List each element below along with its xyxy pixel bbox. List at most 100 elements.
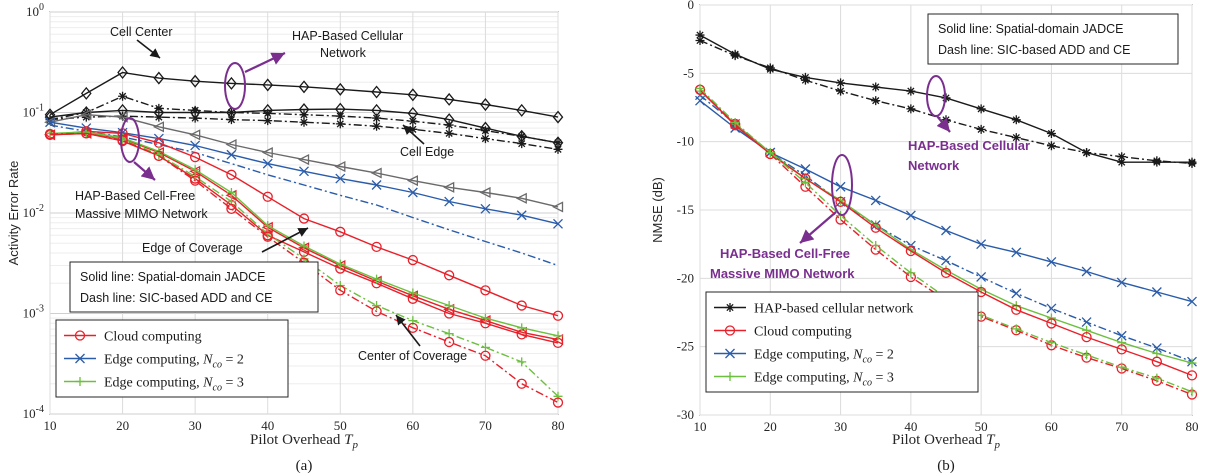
data-point (941, 255, 951, 266)
arrow-cell-edge (402, 124, 425, 145)
ellipse-hap-cellfree-b (831, 154, 853, 216)
data-point (1046, 128, 1056, 138)
x-tick-label: 60 (1045, 419, 1058, 434)
data-point (1187, 296, 1197, 307)
panel-a: 10-4 10-3 10-2 10-1 100 10 20 30 40 50 60 70 80 Pilo… (6, 2, 565, 474)
legend-box (705, 291, 979, 393)
note-a-line-2: Dash line: SIC-based ADD and CE (80, 291, 272, 305)
ellipse-hap-cellfree-a (120, 117, 140, 163)
data-point (480, 126, 490, 136)
data-point (871, 96, 881, 106)
data-point (1152, 373, 1162, 383)
data-point (226, 203, 237, 214)
annotation-hap-cellular-a-2: Network (320, 46, 367, 60)
data-point (1116, 330, 1127, 341)
data-point (906, 86, 916, 96)
data-point (1011, 115, 1021, 125)
annotation-cell-edge: Cell Edge (400, 145, 454, 159)
data-point (81, 128, 91, 138)
x-tick-label: 70 (1115, 419, 1128, 434)
data-point (154, 103, 164, 113)
x-tick-label: 30 (189, 418, 202, 433)
data-point (517, 139, 527, 149)
data-point (906, 268, 916, 278)
data-point (905, 210, 916, 221)
data-point (81, 128, 92, 139)
data-point (190, 140, 201, 151)
y-tick-label: 10-2 (23, 203, 44, 220)
data-point (552, 201, 564, 213)
x-tick-label: 10 (44, 418, 57, 433)
panel-a-caption: (a) (296, 458, 313, 474)
legend-label: Edge computing, Nco = 2 (104, 353, 244, 371)
data-point (836, 86, 846, 96)
data-point (765, 63, 775, 73)
data-point (976, 272, 987, 282)
x-tick-label: 70 (479, 418, 492, 433)
data-point (1011, 133, 1021, 143)
data-point (1152, 349, 1162, 358)
data-point (334, 160, 346, 173)
data-point (940, 267, 952, 279)
data-point (443, 270, 455, 281)
data-point (800, 178, 810, 188)
data-point (372, 121, 382, 131)
data-point (190, 105, 200, 115)
y-tick-label: 10-4 (23, 404, 44, 421)
note-b-line-2: Dash line: SIC-based ADD and CE (938, 43, 1130, 57)
data-point (408, 288, 418, 298)
annotation-hap-cellfree-a-2: Massive MIMO Network (75, 207, 208, 221)
series-line (49, 124, 559, 267)
data-point (371, 103, 382, 117)
data-point (1082, 325, 1092, 335)
note-box-b (927, 13, 1179, 65)
data-point (299, 117, 309, 127)
data-point (371, 306, 382, 317)
data-point (1046, 256, 1057, 267)
panel-a-xlabel: Pilot Overhead Tp (250, 432, 359, 451)
data-point (335, 173, 346, 184)
data-point (1117, 152, 1127, 162)
series-line (49, 71, 559, 118)
arrow-edge-of-coverage (261, 227, 309, 253)
legend-label: Edge computing, Nco = 2 (754, 348, 894, 366)
data-point (1151, 287, 1162, 297)
legend-marker (74, 330, 86, 341)
data-point (153, 150, 165, 162)
data-point (298, 213, 310, 224)
annotation-hap-cellular-b-2: Network (908, 158, 960, 173)
data-point (1117, 157, 1127, 167)
data-point (480, 98, 491, 112)
data-point (371, 180, 382, 190)
data-point (299, 241, 309, 251)
data-point (371, 85, 382, 99)
data-point (1186, 370, 1198, 381)
data-point (407, 187, 418, 198)
data-point (553, 391, 563, 401)
data-point (941, 93, 951, 103)
x-tick-label: 60 (406, 418, 419, 433)
data-point (516, 378, 527, 389)
data-point (552, 397, 564, 408)
data-point (189, 151, 201, 163)
data-point (1046, 313, 1056, 323)
x-tick-label: 30 (834, 419, 847, 434)
data-point (835, 196, 846, 207)
data-point (695, 30, 705, 40)
ellipse-hap-cellular-a (224, 62, 246, 110)
data-point (765, 148, 775, 158)
data-point (871, 82, 881, 92)
data-point (1187, 159, 1197, 169)
data-point (553, 331, 563, 341)
annotation-hap-cellular-b-1: HAP-Based Cellular (908, 138, 1030, 153)
data-point (1082, 350, 1092, 360)
data-point (695, 36, 705, 46)
annotation-hap-cellfree-a-1: HAP-Based Cell-Free (75, 189, 195, 203)
series-line (699, 94, 1193, 363)
legend-label: HAP-based cellular network (754, 302, 913, 317)
data-point (226, 169, 237, 180)
annotation-hap-cellfree-b-1: HAP-Based Cell-Free (720, 246, 850, 261)
data-point (1011, 247, 1022, 258)
data-point (80, 86, 92, 100)
data-point (480, 203, 491, 214)
